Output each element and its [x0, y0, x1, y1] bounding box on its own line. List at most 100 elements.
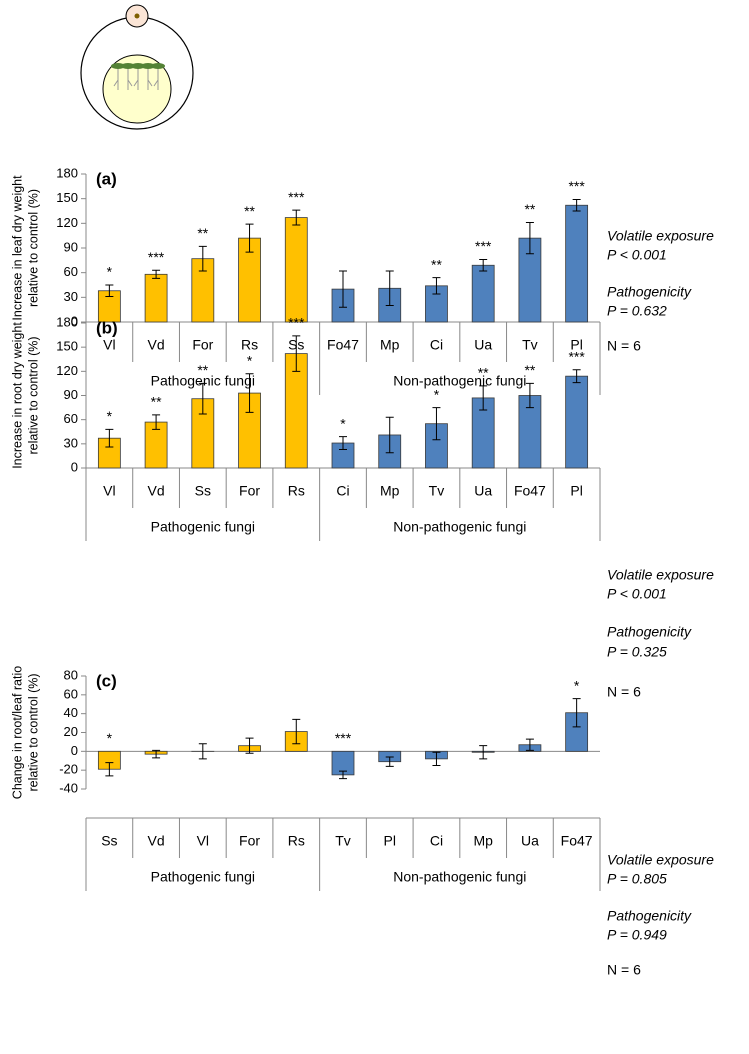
error-bar — [105, 428, 114, 448]
x-tick-label: Ua — [474, 483, 492, 499]
y-tick-label: 30 — [64, 289, 78, 304]
y-tick-label: 90 — [64, 239, 78, 254]
significance-label: *** — [568, 178, 585, 194]
x-tick-label: Mp — [380, 337, 400, 353]
group-label: Non-pathogenic fungi — [393, 869, 526, 885]
annotation: P = 0.805 — [607, 871, 667, 887]
error-bar — [339, 770, 347, 780]
x-tick-label: For — [192, 337, 213, 353]
panel: (b) Increase in root dry weight relative t… — [10, 314, 714, 699]
error-bar — [198, 743, 207, 760]
y-tick-label: -40 — [59, 780, 78, 795]
bar — [284, 217, 308, 323]
group-label: Non-pathogenic fungi — [393, 519, 526, 535]
x-tick-label: Vl — [197, 833, 209, 849]
y-axis-label: Change in root/leaf ratio — [10, 666, 24, 799]
y-tick-label: 80 — [64, 667, 78, 682]
y-axis-label: Increase in leaf dry weight — [10, 175, 24, 321]
error-bar — [339, 436, 347, 450]
significance-label: * — [107, 264, 113, 280]
annotation: Pathogenicity — [607, 908, 692, 924]
group-label: Pathogenic fungi — [151, 869, 255, 885]
x-tick-label: For — [239, 483, 260, 499]
error-bar — [152, 749, 161, 759]
significance-label: ** — [197, 225, 208, 241]
y-tick-label: 20 — [64, 724, 78, 739]
x-tick-label: Vd — [148, 833, 165, 849]
annotation: P = 0.949 — [607, 927, 667, 943]
error-bar — [198, 382, 207, 415]
x-tick-label: Fo47 — [327, 337, 359, 353]
significance-label: * — [340, 415, 346, 431]
y-tick-label: -20 — [59, 762, 78, 777]
group-label: Pathogenic fungi — [151, 519, 255, 535]
y-axis-label: Increase in root dry weight — [10, 322, 24, 469]
significance-label: *** — [288, 315, 305, 331]
x-tick-label: Ci — [430, 833, 443, 849]
panel-label: (b) — [96, 318, 118, 337]
panel-label: (a) — [96, 169, 117, 188]
annotation: Volatile exposure — [607, 228, 714, 244]
x-tick-label: Tv — [335, 833, 351, 849]
error-bar — [385, 270, 394, 307]
error-bar — [525, 382, 534, 409]
bar — [144, 273, 168, 323]
x-tick-label: Pl — [384, 833, 396, 849]
significance-label: ** — [524, 362, 535, 378]
y-tick-label: 40 — [64, 705, 78, 720]
x-tick-label: Rs — [241, 337, 258, 353]
bar — [471, 264, 495, 323]
x-tick-label: Ua — [474, 337, 492, 353]
significance-label: *** — [475, 238, 492, 254]
error-bar — [432, 407, 441, 441]
y-axis-label: relative to control (%) — [26, 189, 40, 307]
annotation: N = 6 — [607, 962, 641, 978]
x-tick-label: Mp — [380, 483, 400, 499]
annotation: N = 6 — [607, 684, 641, 700]
annotation: P < 0.001 — [607, 247, 667, 263]
error-bar — [245, 223, 254, 253]
y-axis-label: relative to control (%) — [26, 336, 40, 454]
y-tick-label: 120 — [56, 215, 78, 230]
y-tick-label: 150 — [56, 339, 78, 354]
error-bar — [152, 414, 161, 430]
x-tick-label: Ss — [195, 483, 211, 499]
error-bar — [292, 718, 301, 745]
significance-label: ** — [524, 201, 535, 217]
x-tick-label: Fo47 — [561, 833, 593, 849]
significance-label: * — [107, 730, 113, 746]
y-tick-label: 60 — [64, 686, 78, 701]
significance-label: *** — [148, 249, 165, 265]
error-bar — [385, 756, 394, 767]
error-bar — [479, 259, 488, 272]
annotation: N = 6 — [607, 338, 641, 354]
x-tick-label: Pl — [570, 337, 582, 353]
group-label: Pathogenic fungi — [151, 373, 255, 389]
x-tick-label: For — [239, 833, 260, 849]
significance-label: *** — [288, 189, 305, 205]
significance-label: ** — [244, 203, 255, 219]
significance-label: *** — [335, 730, 352, 746]
error-bar — [245, 373, 254, 413]
x-tick-label: Pl — [570, 483, 582, 499]
setup-icon — [80, 4, 194, 130]
y-tick-label: 120 — [56, 363, 78, 378]
panel: (a) Increase in leaf dry weight relative t… — [10, 165, 714, 395]
annotation: P < 0.001 — [607, 586, 667, 602]
group-label: Non-pathogenic fungi — [393, 373, 526, 389]
error-bar — [525, 222, 534, 255]
error-bar — [339, 270, 347, 308]
error-bar — [432, 751, 441, 766]
x-tick-label: Mp — [473, 833, 493, 849]
annotation: Volatile exposure — [607, 852, 714, 868]
error-bar — [105, 284, 114, 298]
error-bar — [385, 416, 394, 454]
significance-label: * — [434, 386, 440, 402]
significance-label: ** — [431, 256, 442, 272]
y-tick-label: 60 — [64, 411, 78, 426]
significance-label: * — [247, 352, 253, 368]
x-tick-label: Tv — [429, 483, 445, 499]
x-tick-label: Ci — [336, 483, 349, 499]
x-tick-label: Fo47 — [514, 483, 546, 499]
error-bar — [572, 369, 581, 384]
